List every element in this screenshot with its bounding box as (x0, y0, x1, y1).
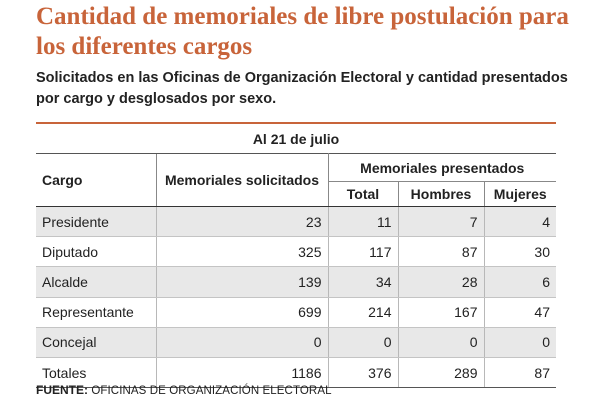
header-total: Total (328, 181, 399, 207)
cell-total: 117 (328, 236, 399, 268)
cell-solicitados: 325 (156, 236, 329, 268)
table-body: Presidente 23 11 7 4 Diputado 325 117 87 30 Alcald… (36, 206, 556, 389)
source-text: OFICINAS DE ORGANIZACIÓN ELECTORAL (91, 385, 332, 397)
source-label: FUENTE: (36, 383, 88, 397)
cell-cargo: Presidente (36, 206, 157, 238)
cell-mujeres: 4 (484, 206, 556, 238)
cell-mujeres: 30 (484, 236, 556, 268)
header-hombres: Hombres (398, 181, 485, 207)
cell-hombres: 28 (398, 266, 485, 298)
cell-total: 376 (328, 357, 399, 389)
chart-title: Cantidad de memoriales de libre postulac… (36, 3, 569, 60)
source-note: FUENTE: OFICINAS DE ORGANIZACIÓN ELECTOR… (36, 383, 332, 398)
cell-hombres: 167 (398, 297, 485, 328)
cell-hombres: 0 (398, 327, 485, 358)
cell-cargo: Totales (36, 357, 157, 389)
cell-mujeres: 6 (484, 266, 556, 298)
cell-mujeres: 87 (484, 357, 556, 389)
cell-hombres: 87 (398, 236, 485, 268)
cell-cargo: Representante (36, 297, 157, 328)
table-row: Alcalde 139 34 28 6 (36, 266, 556, 298)
cell-total: 214 (328, 297, 399, 328)
table-row: Representante 699 214 167 47 (36, 297, 556, 328)
cell-hombres: 7 (398, 206, 485, 238)
table-row: Concejal 0 0 0 0 (36, 327, 556, 358)
cell-cargo: Diputado (36, 236, 157, 268)
chart-subtitle: Solicitados en las Oficinas de Organizac… (36, 70, 568, 107)
cell-solicitados: 139 (156, 266, 329, 298)
table-row: Presidente 23 11 7 4 (36, 206, 556, 238)
cell-total: 11 (328, 206, 399, 238)
cell-total: 34 (328, 266, 399, 298)
cell-solicitados: 699 (156, 297, 329, 328)
header-cargo: Cargo (36, 153, 156, 207)
cell-cargo: Alcalde (36, 266, 157, 298)
table-row: Totales 1186 376 289 87 (36, 357, 556, 389)
cell-hombres: 289 (398, 357, 485, 389)
cell-mujeres: 0 (484, 327, 556, 358)
header-solicitados: Memoriales solicitados (155, 153, 329, 207)
cell-solicitados: 0 (156, 327, 329, 358)
data-table: Cargo Memoriales solicitados Memoriales … (36, 153, 556, 389)
cell-solicitados: 1186 (156, 357, 329, 389)
date-label: Al 21 de julio (252, 131, 340, 147)
header-mujeres: Mujeres (484, 181, 556, 207)
table-row: Diputado 325 117 87 30 (36, 236, 556, 268)
accent-divider (36, 122, 556, 124)
cell-mujeres: 47 (484, 297, 556, 328)
cell-total: 0 (328, 327, 399, 358)
cell-cargo: Concejal (36, 327, 157, 358)
cell-solicitados: 23 (156, 206, 329, 238)
header-presentados: Memoriales presentados (328, 153, 556, 182)
